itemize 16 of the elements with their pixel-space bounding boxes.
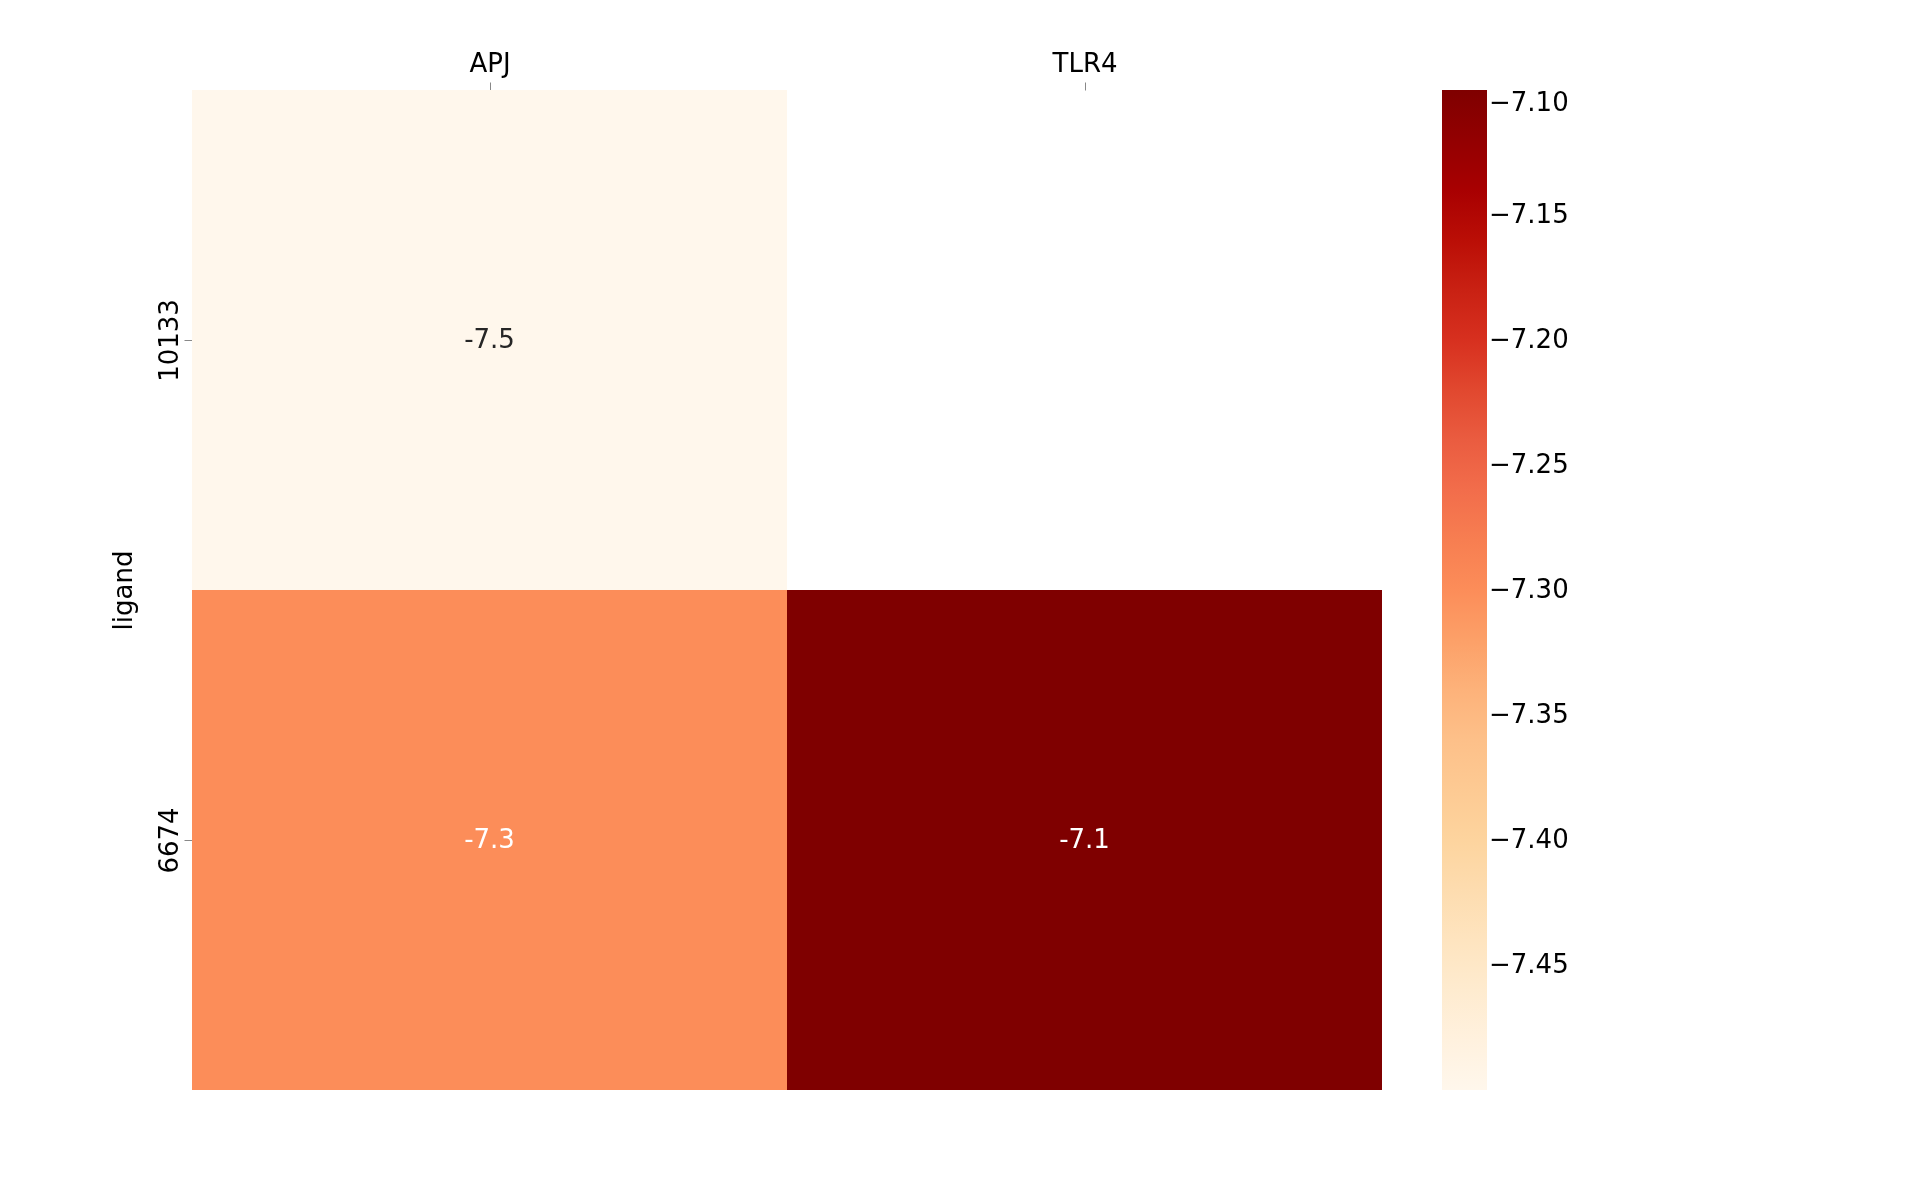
color-bar-label: −7.35 (1489, 699, 1569, 729)
color-bar-label: −7.45 (1489, 949, 1569, 979)
color-bar-label: −7.40 (1489, 824, 1569, 854)
color-bar-label: −7.15 (1489, 199, 1569, 229)
data-label: -7.3 (464, 824, 515, 854)
color-bar-label: −7.10 (1489, 87, 1569, 117)
color-bar-label: −7.25 (1489, 449, 1569, 479)
data-label: -7.5 (464, 324, 515, 354)
y-tick-label: 10133 (153, 299, 184, 382)
x-tick-label: TLR4 (1051, 47, 1118, 78)
color-bar-label: −7.30 (1489, 574, 1569, 604)
x-tick-label: APJ (469, 47, 511, 78)
color-bar-label: −7.20 (1489, 324, 1569, 354)
y-axis-title: ligand (107, 550, 138, 631)
y-tick-label: 6674 (153, 807, 184, 874)
data-label: -7.1 (1059, 824, 1110, 854)
